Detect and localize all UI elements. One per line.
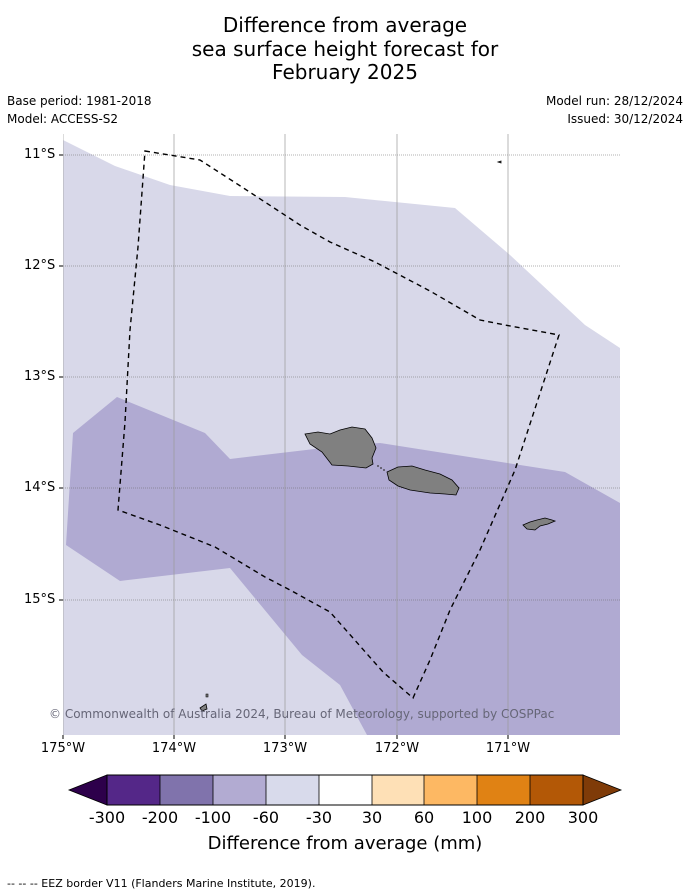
colorbar-bin bbox=[160, 775, 213, 805]
eez-footnote: -- -- -- EEZ border V11 (Flanders Marine… bbox=[7, 877, 316, 890]
colorbar-bin bbox=[107, 775, 160, 805]
colorbar-tick-label: -30 bbox=[305, 808, 333, 827]
title-line-3: February 2025 bbox=[272, 60, 418, 84]
eez-border bbox=[117, 150, 560, 700]
upolu-island bbox=[386, 465, 460, 496]
colorbar-tick-label: 200 bbox=[514, 808, 546, 827]
colorbar-label: Difference from average (mm) bbox=[207, 833, 483, 854]
map-area bbox=[63, 134, 620, 735]
base-period: Base period: 1981-2018 bbox=[7, 94, 152, 108]
tutuila-island bbox=[522, 517, 557, 531]
meta-right: Model run: 28/12/2024 Issued: 30/12/2024 bbox=[546, 94, 683, 130]
lat-label: 14°S bbox=[24, 480, 56, 495]
lat-label: 12°S bbox=[24, 258, 56, 273]
title-line-1: Difference from average bbox=[222, 13, 468, 37]
colorbar-frame bbox=[106, 774, 584, 806]
colorbar-bin bbox=[477, 775, 530, 805]
colorbar-tick-label: 100 bbox=[461, 808, 493, 827]
lon-label: 173°W bbox=[262, 741, 308, 756]
colorbar-tick-label: 30 bbox=[361, 808, 383, 827]
small-island-south-2 bbox=[205, 693, 209, 698]
colorbar-bin bbox=[424, 775, 477, 805]
lon-label: 175°W bbox=[40, 741, 86, 756]
colorbar-bin bbox=[319, 775, 372, 805]
lon-label: 172°W bbox=[374, 741, 420, 756]
colorbar-dividers bbox=[159, 775, 531, 805]
colorbar-bin bbox=[266, 775, 319, 805]
lat-ticks bbox=[59, 154, 63, 601]
lon-label: 174°W bbox=[151, 741, 197, 756]
lon-gridlines bbox=[63, 134, 509, 735]
islets bbox=[377, 465, 385, 471]
colorbar-tick-label: -100 bbox=[194, 808, 232, 827]
chart-title: Difference from average sea surface heig… bbox=[0, 13, 690, 85]
issued-date: Issued: 30/12/2024 bbox=[567, 112, 683, 126]
title-line-2: sea surface height forecast for bbox=[191, 36, 499, 61]
colorbar-bin bbox=[372, 775, 424, 805]
lat-gridlines bbox=[63, 154, 620, 601]
anomaly-band-medium bbox=[66, 397, 620, 735]
model-run: Model run: 28/12/2024 bbox=[545, 94, 683, 108]
colorbar-tick-label: 300 bbox=[567, 808, 599, 827]
small-island-south bbox=[199, 703, 208, 712]
lat-label: 15°S bbox=[24, 592, 56, 607]
colorbar-bin bbox=[213, 775, 266, 805]
lon-ticks bbox=[62, 735, 509, 739]
colorbar-low-extension bbox=[67, 774, 108, 806]
model-name: Model: ACCESS-S2 bbox=[7, 112, 119, 126]
colorbar-tick-label: -300 bbox=[88, 808, 126, 827]
colorbar-tick-label: 60 bbox=[413, 808, 435, 827]
meta-left: Base period: 1981-2018 Model: ACCESS-S2 bbox=[7, 94, 152, 130]
copyright-notice: © Commonwealth of Australia 2024, Bureau… bbox=[49, 707, 555, 721]
lat-label: 13°S bbox=[24, 369, 56, 384]
colorbar-high-extension bbox=[582, 774, 623, 806]
colorbar-tick-label: -60 bbox=[252, 808, 280, 827]
lat-label: 11°S bbox=[24, 147, 56, 162]
swains-island bbox=[496, 160, 502, 164]
colorbar-bin bbox=[530, 775, 583, 805]
savaii-island bbox=[304, 426, 377, 469]
lon-label: 171°W bbox=[485, 741, 531, 756]
colorbar-tick-label: -200 bbox=[141, 808, 179, 827]
colorbar bbox=[67, 774, 623, 806]
